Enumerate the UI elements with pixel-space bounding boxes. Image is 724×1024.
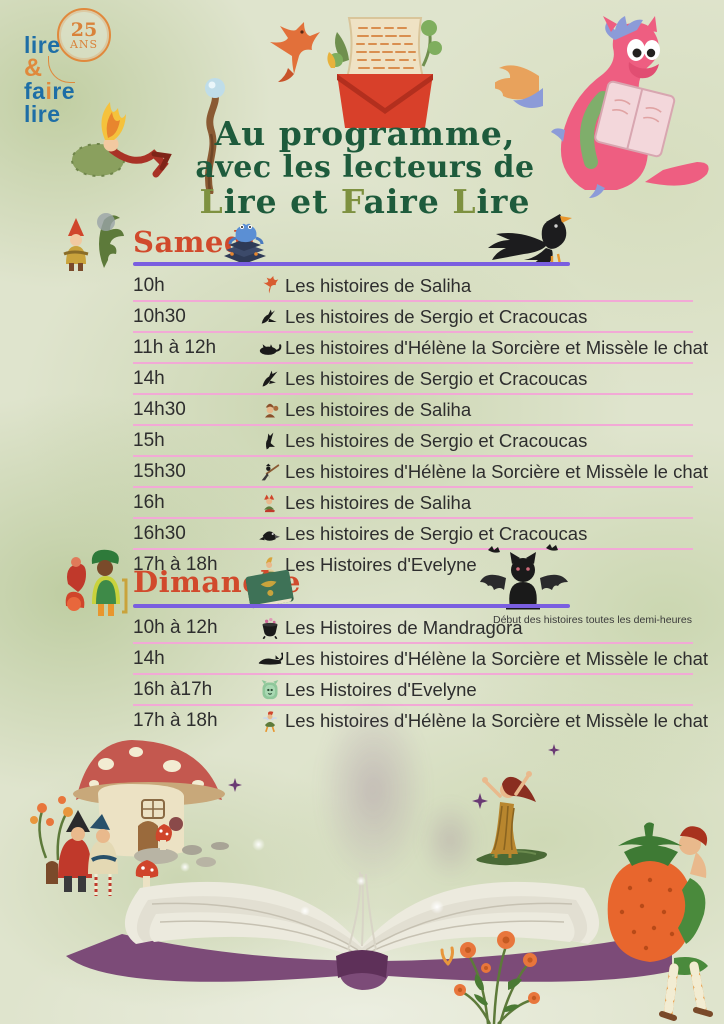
time-label: 17h à 18h (133, 553, 218, 575)
bat-cat-illustration (480, 544, 568, 610)
white-sparkle (300, 906, 310, 916)
event-label: Les histoires de Sergio et Cracoucas (285, 429, 588, 451)
fox-gnome-icon (255, 493, 285, 513)
time-label: 11h à 12h (133, 336, 217, 358)
logo-ampersand: & (24, 54, 43, 82)
event-label: Les histoires d'Hélène la Sorcière et Mi… (285, 336, 709, 358)
time-label: 16h30 (133, 522, 186, 544)
title-line-1: Au programme, (214, 114, 516, 153)
reclining-elf-illustration (71, 102, 172, 178)
phoenix-illustration (270, 22, 320, 82)
gnome-flower-illustration (63, 213, 124, 271)
event-label: Les histoires de Sergio et Cracoucas (285, 305, 588, 327)
schedule-row: 14h Les histoires de Sergio et Cracoucas (133, 364, 693, 395)
schedule-row: 11h à 12h Les histoires d'Hélène la Sorc… (133, 333, 708, 364)
elves-illustration (65, 549, 128, 616)
time-label: 10h (133, 274, 165, 296)
fairy-on-leaf-illustration (476, 771, 547, 866)
frog-on-books-icon (224, 223, 266, 264)
saturday-schedule: 10h Les histoires de Saliha 10h30 Les hi… (133, 271, 708, 579)
time-label: 16h à17h (133, 678, 213, 700)
strawberry-elf-illustration (607, 822, 713, 1021)
event-label: Les histoires de Sergio et Cracoucas (285, 367, 588, 389)
white-sparkle (180, 862, 190, 872)
schedule-row: 15h30 Les histoires d'Hélène la Sorcière… (133, 457, 708, 488)
time-label: 15h30 (133, 460, 186, 482)
fairy-icon (255, 710, 285, 732)
mushroom-house-illustration (30, 740, 229, 896)
cauldron-icon (255, 617, 285, 639)
time-label: 14h (133, 367, 165, 389)
schedule-row: 16h à17h Les Histoires d'Evelyne (133, 675, 693, 706)
green-book-icon (245, 569, 294, 609)
purple-smudge (420, 800, 480, 880)
sleeping-cat-icon (255, 339, 285, 357)
half-hour-note: Début des histoires toutes les demi-heur… (493, 614, 693, 626)
sunday-divider (133, 604, 570, 608)
crow-icon (255, 307, 285, 327)
white-sparkle (430, 900, 444, 914)
crow-illustration (488, 214, 572, 266)
schedule-row: 15h Les histoires de Sergio et Cracoucas (133, 426, 693, 457)
pink-dragon-illustration (495, 16, 709, 198)
lire-et-faire-lire-logo: lire & faire lire (24, 34, 75, 126)
schedule-row: 17h à 18h Les Histoires d'Evelyne (133, 550, 693, 579)
schedule-row: 14h Les histoires d'Hélène la Sorcière e… (133, 644, 708, 675)
schedule-row: 17h à 18h Les histoires d'Hélène la Sorc… (133, 706, 708, 735)
event-label: Les histoires de Sergio et Cracoucas (285, 522, 588, 544)
badge-bottom-text: ANS (69, 37, 99, 51)
schedule-row: 10h à 12h Les Histoires de Mandragora Dé… (133, 613, 693, 644)
gnome-icon (255, 400, 285, 420)
time-label: 16h (133, 491, 165, 513)
purple-star-sparkle (548, 744, 560, 756)
event-label: Les histoires de Saliha (285, 398, 472, 420)
crow-icon (255, 431, 285, 451)
sunday-schedule: 10h à 12h Les Histoires de Mandragora Dé… (133, 613, 708, 735)
saturday-divider (133, 262, 570, 266)
title-line-2: avec les lecteurs de (195, 150, 535, 185)
white-sparkle (356, 876, 366, 886)
event-label: Les Histoires de Mandragora (285, 616, 523, 638)
schedule-row: 10h30 Les histoires de Sergio et Cracouc… (133, 302, 693, 333)
witch-broom-icon (255, 462, 285, 482)
time-label: 15h (133, 429, 165, 451)
purple-star-sparkle (228, 778, 242, 792)
time-label: 10h30 (133, 305, 186, 327)
event-label: Les Histoires d'Evelyne (285, 553, 477, 575)
envelope-letter-illustration (327, 17, 442, 128)
purple-smudge (318, 695, 428, 885)
schedule-row: 16h Les histoires de Saliha (133, 488, 693, 519)
lying-cat-icon (255, 651, 285, 667)
logo-line-3: lire (24, 101, 61, 127)
monster-icon (255, 679, 285, 701)
phoenix-bird-icon (255, 275, 285, 296)
event-label: Les histoires de Saliha (285, 274, 472, 296)
logo-line-1: lire (24, 32, 61, 58)
flying-crow-icon (255, 369, 285, 389)
time-label: 14h30 (133, 398, 186, 420)
badge-top-text: 25 (70, 18, 98, 41)
time-label: 17h à 18h (133, 709, 218, 731)
pecking-crow-icon (255, 525, 285, 543)
event-label: Les histoires de Saliha (285, 491, 472, 513)
purple-star-sparkle (472, 793, 488, 809)
25-ans-badge: 25 ANS (57, 8, 111, 62)
event-label: Les histoires d'Hélène la Sorcière et Mi… (285, 647, 709, 669)
page-title: Au programme, avec les lecteurs de Lire … (70, 116, 660, 220)
schedule-row: 14h30 Les histoires de Saliha (133, 395, 693, 426)
magic-staff-illustration (205, 78, 225, 194)
logo-line-2: faire (24, 78, 76, 104)
white-sparkle (252, 838, 265, 851)
time-label: 10h à 12h (133, 616, 218, 638)
event-label: Les Histoires d'Evelyne (285, 678, 477, 700)
event-label: Les histoires d'Hélène la Sorcière et Mi… (285, 709, 709, 731)
orange-flowers-illustration (440, 931, 540, 1024)
schedule-row: 10h Les histoires de Saliha (133, 271, 693, 302)
time-label: 14h (133, 647, 165, 669)
title-line-3: Lire et Faire Lire (199, 182, 531, 221)
schedule-row: 16h30 Les histoires de Sergio et Cracouc… (133, 519, 693, 550)
event-label: Les histoires d'Hélène la Sorcière et Mi… (285, 460, 709, 482)
